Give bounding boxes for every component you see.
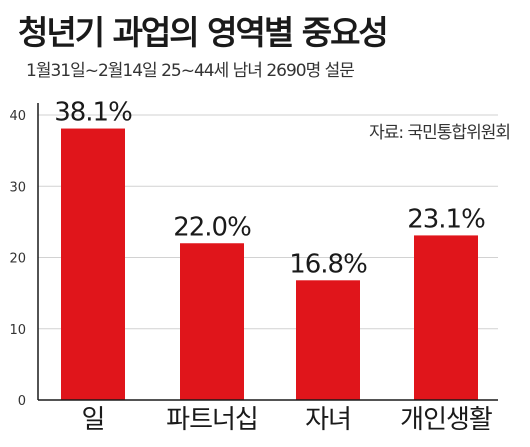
x-tick-label: 자녀 bbox=[305, 405, 351, 435]
data-label: 23.1% bbox=[407, 204, 485, 234]
chart-subtitle: 1월31일~2월14일 25~44세 남녀 2690명 설문 bbox=[26, 61, 355, 81]
y-tick-label: 30 bbox=[9, 180, 26, 195]
bar bbox=[180, 243, 244, 400]
data-label: 38.1% bbox=[54, 98, 132, 128]
data-label: 16.8% bbox=[289, 249, 367, 279]
x-tick-label: 개인생활 bbox=[400, 405, 492, 435]
source-note: 자료: 국민통합위원회 bbox=[369, 123, 511, 143]
x-tick-label: 파트너십 bbox=[166, 405, 258, 435]
chart-title: 청년기 과업의 영역별 중요성 bbox=[18, 13, 389, 52]
y-tick-label: 20 bbox=[9, 252, 26, 267]
bar bbox=[414, 235, 478, 400]
y-tick-label: 40 bbox=[9, 109, 26, 124]
x-tick-label: 일 bbox=[82, 405, 105, 435]
bar bbox=[296, 280, 360, 400]
bar bbox=[61, 128, 125, 400]
y-tick-label: 10 bbox=[9, 323, 26, 338]
data-label: 22.0% bbox=[173, 212, 251, 242]
y-tick-label: 0 bbox=[18, 394, 26, 409]
